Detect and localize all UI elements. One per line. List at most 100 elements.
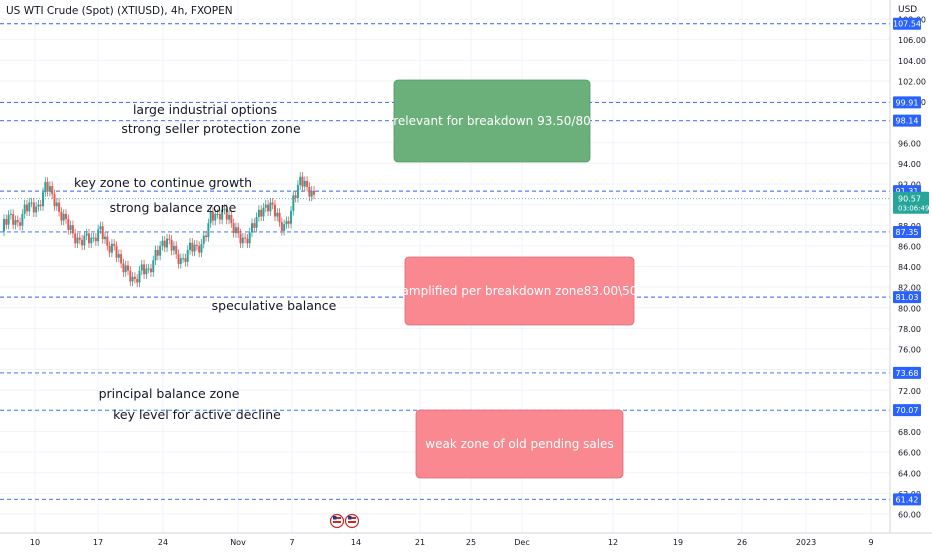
- candle-body: [228, 214, 231, 220]
- candle-body: [260, 209, 263, 217]
- candle-body: [21, 213, 24, 226]
- us-flag-canton: [348, 516, 352, 520]
- candle-body: [168, 238, 171, 240]
- annotation-label: key level for active decline: [113, 407, 281, 422]
- level-tag[interactable]: [893, 114, 921, 127]
- price-tick-label: 64.00: [898, 469, 921, 478]
- candle-body: [7, 214, 10, 225]
- candle-body: [294, 195, 297, 198]
- candle-body: [136, 278, 139, 283]
- price-tick-label: 60.00: [898, 511, 921, 520]
- price-axis[interactable]: 60.0062.0064.0066.0068.0070.0072.0074.00…: [889, 0, 929, 533]
- candle-body: [198, 245, 201, 253]
- candle-body: [120, 254, 123, 264]
- candle-body: [58, 202, 61, 212]
- candle-body: [129, 270, 132, 282]
- candle-body: [172, 245, 175, 251]
- price-tick-label: 102.00: [898, 77, 926, 86]
- candle-body: [25, 204, 28, 212]
- candle-body: [99, 226, 102, 230]
- zone-box[interactable]: [415, 409, 624, 479]
- countdown-label: 03:06:49: [898, 205, 929, 213]
- level-tag[interactable]: [893, 366, 921, 379]
- time-tick-label: 14: [351, 538, 361, 547]
- level-tag[interactable]: [893, 17, 921, 30]
- time-tick-label: 2023: [796, 538, 816, 547]
- candle-body: [55, 202, 58, 207]
- level-tag-label: 81.03: [896, 293, 919, 302]
- current-price-tag[interactable]: [893, 191, 929, 214]
- level-tag[interactable]: [893, 225, 921, 238]
- level-tag-label: 70.07: [896, 406, 919, 415]
- candle-body: [248, 232, 251, 244]
- time-tick-label: 25: [466, 538, 476, 547]
- candle-body: [202, 235, 205, 244]
- candle-body: [303, 180, 306, 187]
- candle-body: [184, 258, 187, 262]
- time-tick-label: 9: [868, 538, 873, 547]
- candle-body: [30, 202, 33, 204]
- level-tag[interactable]: [893, 96, 921, 109]
- candle-body: [166, 238, 169, 248]
- zone-box-label: weak zone of old pending sales: [425, 437, 613, 451]
- candle-body: [106, 236, 109, 246]
- candle-body: [133, 276, 136, 279]
- zone-box[interactable]: [393, 79, 591, 163]
- level-tag[interactable]: [893, 291, 921, 304]
- level-tag[interactable]: [893, 404, 921, 417]
- us-flag-stripe: [348, 521, 356, 523]
- candle-body: [163, 240, 166, 248]
- candle-body: [37, 204, 40, 207]
- candle-body: [42, 192, 45, 207]
- candle-body: [189, 242, 191, 250]
- level-tag[interactable]: [893, 493, 921, 506]
- candle-body: [143, 264, 146, 275]
- zone-box[interactable]: [404, 256, 635, 326]
- candle-body: [299, 176, 302, 186]
- candle-body: [306, 180, 309, 187]
- candle-body: [308, 186, 311, 197]
- candle-body: [269, 202, 272, 212]
- zone-boxes[interactable]: relevant for breakdown 93.50/80 amplified…: [393, 79, 637, 479]
- candle-body: [154, 250, 157, 261]
- candle-body: [264, 204, 267, 208]
- price-tick-label: 80.00: [898, 304, 921, 313]
- candle-body: [117, 254, 120, 258]
- time-tick-label: Dec: [514, 538, 529, 547]
- candle-body: [290, 210, 293, 224]
- symbol-title: US WTI Crude (Spot) (XTIUSD), 4h, FXOPEN: [6, 5, 233, 17]
- price-tick-label: 96.00: [898, 139, 921, 148]
- candle-body: [170, 239, 173, 251]
- candle-body: [175, 245, 178, 255]
- candle-body: [69, 225, 72, 230]
- candle-body: [230, 214, 233, 224]
- candle-body: [9, 213, 12, 215]
- annotation-label: key zone to continue growth: [74, 175, 252, 190]
- candle-body: [122, 263, 125, 273]
- annotations: large industrial options strong seller pr…: [74, 102, 337, 422]
- candle-body: [214, 213, 217, 221]
- candle-body: [232, 223, 235, 233]
- candle-body: [257, 209, 260, 217]
- candle-body: [14, 220, 17, 225]
- time-tick-label: 26: [737, 538, 747, 547]
- candle-body: [223, 208, 226, 210]
- candle-body: [292, 195, 295, 211]
- us-flag-canton: [333, 516, 337, 520]
- candle-body: [179, 258, 182, 264]
- time-tick-label: 12: [608, 538, 618, 547]
- annotation-label: principal balance zone: [99, 386, 240, 401]
- candle-body: [301, 176, 304, 187]
- candle-body: [101, 226, 104, 240]
- candle-body: [237, 227, 240, 234]
- time-axis[interactable]: 10 17 24 Nov 7 14 21 25 Dec 12 19 26 2023 9: [0, 532, 932, 547]
- candle-body: [74, 233, 77, 244]
- us-flag-stripe: [333, 521, 341, 523]
- candle-body: [85, 233, 88, 236]
- candle-body: [216, 213, 219, 215]
- candle-body: [182, 258, 185, 260]
- candle-body: [110, 243, 113, 253]
- event-icons[interactable]: [329, 513, 360, 529]
